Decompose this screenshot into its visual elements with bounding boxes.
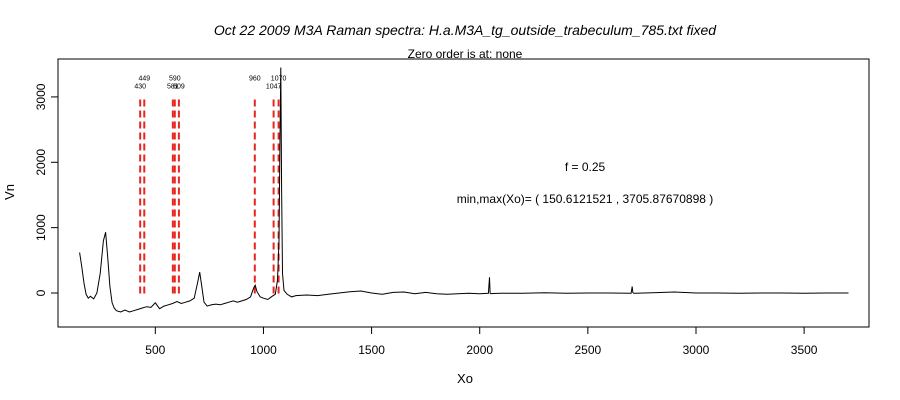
peak-label-1047: 1047 xyxy=(266,83,282,90)
peak-lines xyxy=(139,99,280,297)
y-tick-label-0: 0 xyxy=(34,289,48,296)
x-axis: 500 1000 1500 2000 2500 3000 3500 xyxy=(145,327,818,357)
annotation-minmax: min,max(Xo)= ( 150.6121521 , 3705.876708… xyxy=(457,192,714,206)
x-tick-label-3000: 3000 xyxy=(683,343,710,357)
y-axis: 0 1000 2000 3000 xyxy=(34,83,58,296)
x-tick-label-500: 500 xyxy=(145,343,165,357)
annotation-f: f = 0.25 xyxy=(565,160,606,174)
x-tick-label-1500: 1500 xyxy=(358,343,385,357)
peak-label-590: 590 xyxy=(169,76,181,83)
y-axis-label: Vn xyxy=(2,184,17,200)
spectrum-line xyxy=(79,67,849,313)
y-tick-label-1000: 1000 xyxy=(34,214,48,241)
peak-label-1070: 1070 xyxy=(271,76,287,83)
x-tick-label-2500: 2500 xyxy=(575,343,602,357)
peak-label-609: 609 xyxy=(173,83,185,90)
x-tick-label-2000: 2000 xyxy=(466,343,493,357)
peak-label-430: 430 xyxy=(134,83,146,90)
peak-label-960: 960 xyxy=(249,76,261,83)
x-tick-label-1000: 1000 xyxy=(250,343,277,357)
y-tick-label-2000: 2000 xyxy=(34,149,48,176)
y-tick-label-3000: 3000 xyxy=(34,83,48,110)
peak-label-449: 449 xyxy=(138,76,150,83)
x-tick-label-3500: 3500 xyxy=(791,343,818,357)
peak-label-581: 581 xyxy=(167,83,179,90)
chart-subtitle: Zero order is at: none xyxy=(408,47,523,61)
chart-title: Oct 22 2009 M3A Raman spectra: H.a.M3A_t… xyxy=(214,22,717,38)
x-axis-label: Xo xyxy=(457,371,473,386)
plot-frame xyxy=(57,58,870,328)
